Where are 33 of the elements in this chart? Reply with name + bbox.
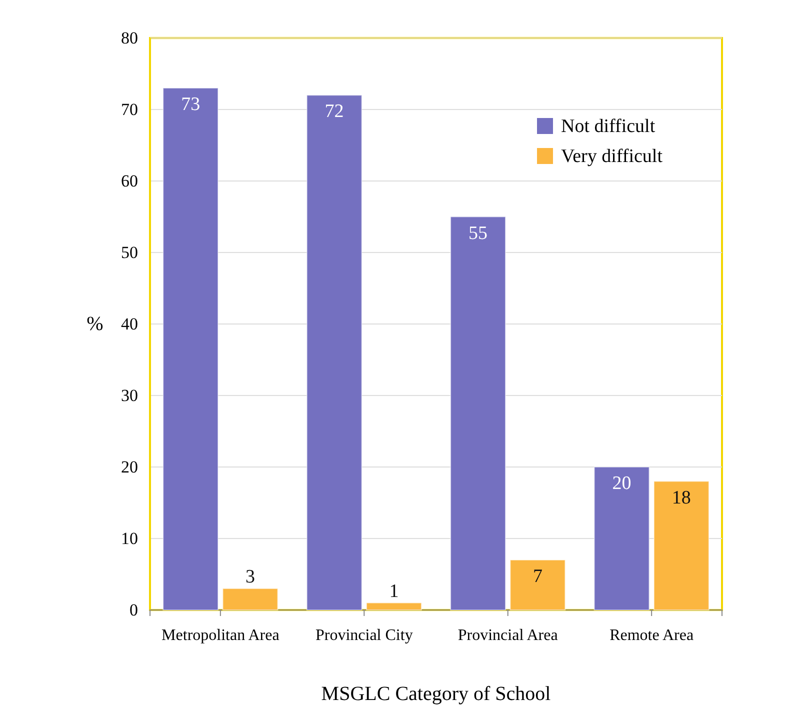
y-tick-label: 0 (130, 600, 138, 620)
x-tick-label: Remote Area (610, 626, 694, 644)
x-axis-title: MSGLC Category of School (321, 683, 552, 705)
bar (653, 480, 710, 610)
data-label: 18 (672, 487, 691, 508)
y-tick-label: 40 (121, 314, 138, 334)
y-axis-title: % (86, 313, 104, 335)
bar (306, 94, 362, 610)
y-tick-label: 20 (121, 457, 138, 476)
data-label: 3 (246, 566, 255, 588)
data-label: 55 (468, 222, 488, 244)
legend-label: Very difficult (561, 146, 664, 167)
data-label: 1 (389, 580, 399, 602)
x-tick-label: Provincial City (315, 626, 413, 644)
bar (366, 602, 422, 610)
data-label: 7 (532, 566, 542, 587)
y-tick-label: 60 (121, 171, 138, 190)
bar (450, 216, 506, 610)
data-label: 20 (612, 473, 632, 494)
bar (222, 588, 278, 610)
legend-label: Not difficult (561, 116, 656, 137)
data-label: 73 (181, 94, 200, 116)
bar (594, 466, 650, 610)
x-tick-label: Provincial Area (458, 626, 558, 644)
data-label: 72 (324, 101, 344, 122)
x-tick-label: Metropolitan Area (162, 626, 280, 644)
y-tick-label: 30 (121, 386, 138, 405)
bar (162, 88, 219, 610)
y-tick-label: 50 (121, 242, 138, 262)
y-tick-label: 80 (121, 28, 138, 48)
bar (510, 559, 566, 610)
y-tick-label: 70 (121, 100, 138, 119)
y-tick-label: 10 (121, 528, 138, 548)
